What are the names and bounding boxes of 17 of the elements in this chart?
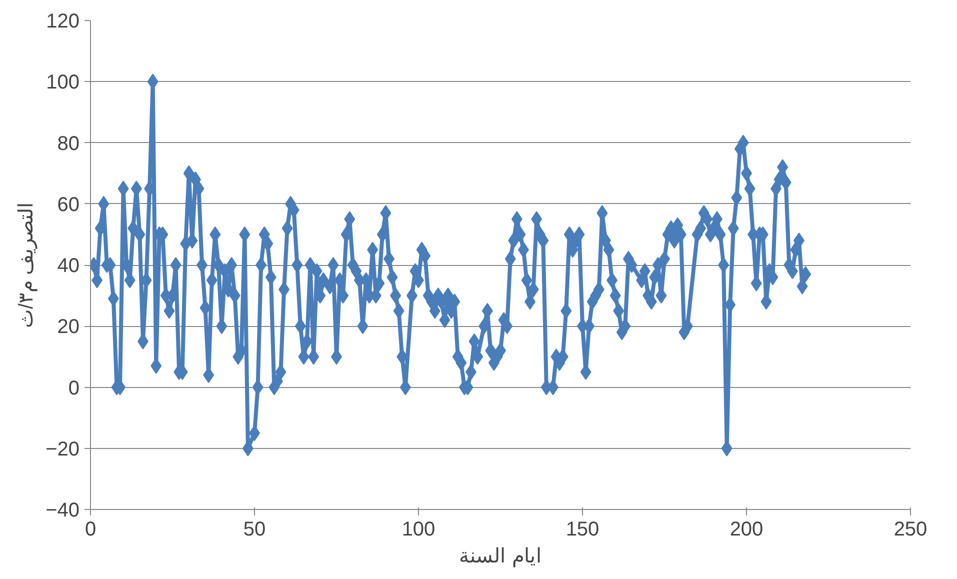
y-tick-label: 60 [57, 194, 80, 216]
x-axis-title: ايام السنة [459, 546, 542, 568]
x-tick-label: 200 [730, 518, 764, 540]
y-tick-label: 0 [68, 377, 80, 400]
y-tick-label: 80 [57, 132, 80, 155]
y-tick-label: 120 [46, 10, 80, 32]
x-tick-label: 0 [84, 518, 96, 540]
x-tick-label: 150 [566, 518, 600, 540]
y-tick-label: 40 [57, 255, 80, 277]
y-tick-label: −40 [46, 500, 80, 522]
y-axis-title: التصريف م٣/ث [16, 202, 38, 328]
x-tick-label: 250 [894, 518, 928, 540]
x-tick-label: 100 [402, 518, 436, 540]
y-tick-label: −20 [46, 438, 80, 460]
y-tick-label: 20 [57, 316, 80, 338]
y-tick-label: 100 [46, 72, 80, 94]
x-tick-label: 50 [243, 518, 266, 540]
